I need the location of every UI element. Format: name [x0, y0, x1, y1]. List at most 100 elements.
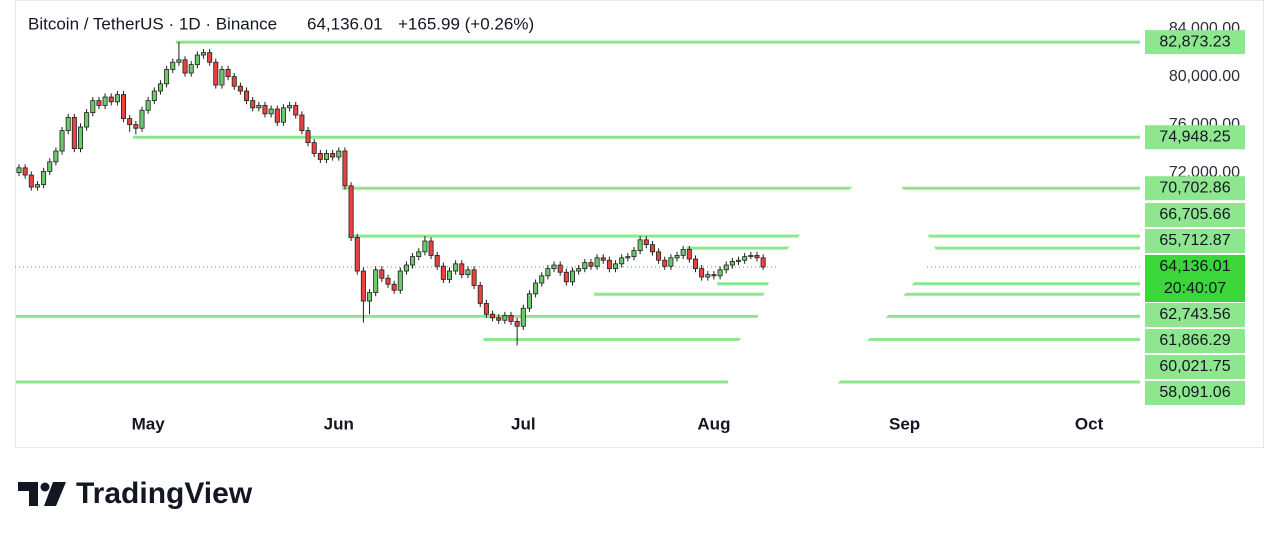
candle-body: [748, 255, 754, 258]
level-box: [1145, 228, 1245, 253]
level-box: [1145, 354, 1245, 379]
candle-body: [219, 69, 225, 86]
candle-body: [360, 270, 366, 302]
candle-body: [465, 269, 471, 276]
level-label: 61,866.29: [1159, 332, 1230, 349]
level-box: [1145, 125, 1245, 150]
current-price-box: [1145, 254, 1245, 302]
level-box: [1145, 202, 1245, 227]
candle-body: [170, 61, 176, 70]
candle-body: [354, 237, 360, 272]
candles: [16, 41, 766, 346]
candle-body: [22, 167, 28, 176]
candle-body: [686, 249, 692, 260]
candle-body: [508, 315, 514, 322]
level-box: [1145, 30, 1245, 55]
candle-body: [459, 263, 465, 276]
candle-body: [637, 239, 643, 252]
candle-body: [656, 251, 662, 261]
candle-body: [594, 257, 600, 267]
candle-body: [59, 130, 65, 152]
candle-body: [121, 94, 127, 120]
candle-body: [28, 174, 34, 188]
candle-body: [563, 271, 569, 283]
candle-body: [662, 259, 668, 267]
candle-body: [84, 112, 90, 128]
y-tick-label: 80,000.00: [1169, 68, 1240, 85]
candle-body: [244, 90, 250, 102]
candle-body: [717, 269, 723, 277]
level-box: [1145, 302, 1245, 327]
candle-body: [551, 264, 557, 270]
x-tick-label: Sep: [889, 414, 920, 433]
x-tick-label: Jul: [511, 414, 536, 433]
candle-body: [145, 100, 151, 111]
candle-body: [182, 59, 188, 74]
candle-body: [34, 184, 40, 188]
candle-body: [539, 275, 545, 284]
candle-body: [311, 142, 317, 154]
candle-body: [742, 256, 748, 261]
level-label: 60,021.75: [1159, 358, 1230, 375]
candle-body: [619, 257, 625, 265]
candle-body: [434, 255, 440, 267]
candle-body: [330, 153, 336, 158]
candle-body: [453, 263, 459, 272]
candle-body: [496, 317, 502, 321]
x-axis: May Jun Jul Aug Sep Oct: [132, 414, 1104, 433]
candle-body: [600, 257, 606, 261]
candle-body: [108, 96, 114, 103]
level-label: 74,948.25: [1159, 128, 1230, 145]
candle-body: [151, 90, 157, 102]
candle-body: [729, 261, 735, 266]
candle-body: [699, 268, 705, 278]
candle-body: [293, 105, 299, 116]
candle-body: [53, 150, 59, 163]
candle-body: [736, 259, 742, 262]
candle-body: [305, 130, 311, 144]
logo-v: [44, 482, 66, 506]
candle-body: [385, 277, 391, 285]
candle-body: [207, 52, 213, 63]
candle-body: [416, 251, 422, 258]
candle-body: [16, 167, 22, 174]
candle-body: [336, 150, 342, 158]
candle-body: [299, 114, 305, 132]
candle-body: [231, 76, 237, 87]
level-box: [1145, 380, 1245, 405]
candle-body: [483, 303, 489, 315]
candle-body: [711, 274, 717, 277]
chart-frame: [15, 0, 1264, 448]
candle-body: [367, 292, 373, 302]
candle-body: [250, 100, 256, 109]
candle-body: [225, 69, 231, 78]
candle-body: [520, 307, 526, 327]
candle-body: [643, 239, 649, 246]
candle-body: [77, 126, 83, 150]
level-label: 82,873.23: [1159, 33, 1230, 50]
level-box: [1145, 328, 1245, 353]
candle-body: [582, 262, 588, 270]
candle-body: [317, 153, 323, 160]
current-price-label: 64,136.01: [1159, 258, 1230, 275]
candle-body: [127, 118, 133, 126]
candle-body: [569, 270, 575, 283]
candle-body: [668, 257, 674, 267]
candle-body: [631, 250, 637, 258]
candle-body: [526, 293, 532, 309]
candle-body: [514, 321, 520, 327]
candle-body: [90, 100, 96, 114]
candle-body: [625, 256, 631, 259]
candle-body: [588, 262, 594, 267]
candle-body: [237, 85, 243, 92]
candle-body: [502, 315, 508, 321]
candle-body: [342, 150, 348, 187]
candle-body: [397, 270, 403, 291]
candle-body: [477, 285, 483, 304]
level-label: 62,743.56: [1159, 306, 1230, 323]
candle-body: [422, 240, 428, 253]
candle-body: [133, 124, 139, 129]
candle-body: [760, 257, 766, 268]
candle-body: [96, 100, 102, 106]
